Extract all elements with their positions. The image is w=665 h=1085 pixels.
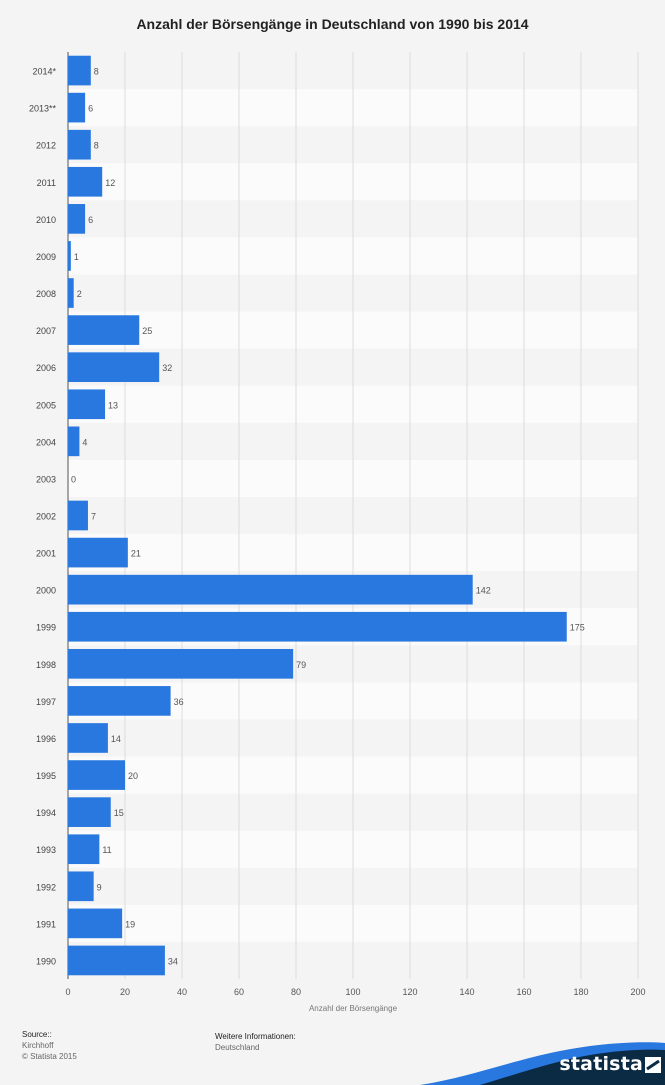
category-label: 2010 [36,215,56,225]
data-label: 9 [97,882,102,892]
category-label: 1992 [36,882,56,892]
category-label: 2002 [36,512,56,522]
x-tick-label: 140 [459,987,474,997]
bar [68,204,86,234]
source-line-copyright: © Statista 2015 [22,1052,77,1061]
bar [68,315,140,345]
x-tick-label: 60 [234,987,244,997]
category-label: 1991 [36,919,56,929]
x-tick-label: 160 [516,987,531,997]
bar [68,129,91,160]
data-label: 1 [74,252,79,262]
data-label: 8 [94,67,99,77]
bar [68,797,111,827]
category-label: 2004 [36,437,56,447]
data-label: 13 [108,400,118,410]
chart-title: Anzahl der Börsengänge in Deutschland vo… [136,16,529,32]
data-label: 175 [570,623,585,633]
category-label: 1995 [36,771,56,781]
category-label: 1994 [36,808,56,818]
data-label: 11 [102,845,111,855]
category-label: 2012 [36,141,56,151]
bar [68,648,294,679]
statista-logo-banner[interactable]: statista [0,1025,665,1085]
category-label: 1999 [36,623,56,633]
category-label: 1998 [36,660,56,670]
data-label: 2 [77,289,82,299]
data-label: 20 [128,771,138,781]
bar [68,945,165,976]
bar [68,500,88,531]
bar [68,352,160,383]
category-label: 2007 [36,326,56,336]
statista-logo-text: statista [559,1053,643,1075]
data-label: 79 [296,660,306,670]
bar [68,278,74,308]
x-tick-label: 200 [630,987,645,997]
category-label: 1997 [36,697,56,707]
bar [68,611,567,642]
category-label: 2006 [36,363,56,373]
bar [68,55,91,86]
category-label: 2005 [36,400,56,410]
bar [68,834,100,865]
data-label: 8 [94,141,99,151]
category-label: 2003 [36,474,56,484]
data-label: 21 [131,549,141,559]
statista-logo-icon [645,1057,661,1073]
bar [68,426,80,457]
category-label: 2013** [29,104,57,114]
bar [68,166,103,197]
info-heading: Weitere Informationen: [215,1032,296,1041]
bar [68,537,128,568]
data-label: 4 [82,437,87,447]
category-label: 2001 [36,549,56,559]
x-tick-label: 100 [345,987,360,997]
data-label: 0 [71,474,76,484]
x-tick-label: 180 [573,987,588,997]
data-label: 6 [88,104,93,114]
x-tick-label: 120 [402,987,417,997]
x-tick-label: 40 [177,987,187,997]
info-block: Weitere Informationen: Deutschland [215,1031,296,1053]
category-label: 2014* [32,67,56,77]
bar [68,389,106,420]
category-label: 1996 [36,734,56,744]
x-tick-label: 0 [65,987,70,997]
source-line-publisher: Kirchhoff [22,1041,54,1050]
bar [68,686,171,716]
bar [68,574,473,605]
data-label: 34 [168,956,178,966]
category-label: 2000 [36,586,56,596]
data-label: 15 [114,808,124,818]
data-label: 12 [105,178,115,188]
bar [68,760,125,790]
category-label: 2011 [37,178,56,188]
x-tick-label: 20 [120,987,130,997]
data-label: 142 [476,586,491,596]
x-axis-title: Anzahl der Börsengänge [309,1004,398,1013]
bar [68,871,94,902]
x-tick-label: 80 [291,987,301,997]
data-label: 14 [111,734,121,744]
data-label: 32 [162,363,172,373]
data-label: 36 [174,697,184,707]
logo-swoosh-icon [420,1042,665,1085]
category-label: 1990 [36,956,56,966]
data-label: 25 [142,326,152,336]
category-label: 2008 [36,289,56,299]
bar [68,241,71,271]
data-label: 19 [125,919,135,929]
category-label: 2009 [36,252,56,262]
bar [68,723,108,753]
bar [68,908,123,939]
data-label: 6 [88,215,93,225]
data-label: 7 [91,512,96,522]
bar-chart: 0 20 40 60 80 100 120 140 160 180 20082014*62013**… [29,52,646,1013]
category-label: 1993 [36,845,56,855]
info-line: Deutschland [215,1043,260,1052]
bar [68,92,86,123]
source-block: Source:: Kirchhoff © Statista 2015 [22,1029,77,1062]
source-heading: Source:: [22,1030,52,1039]
